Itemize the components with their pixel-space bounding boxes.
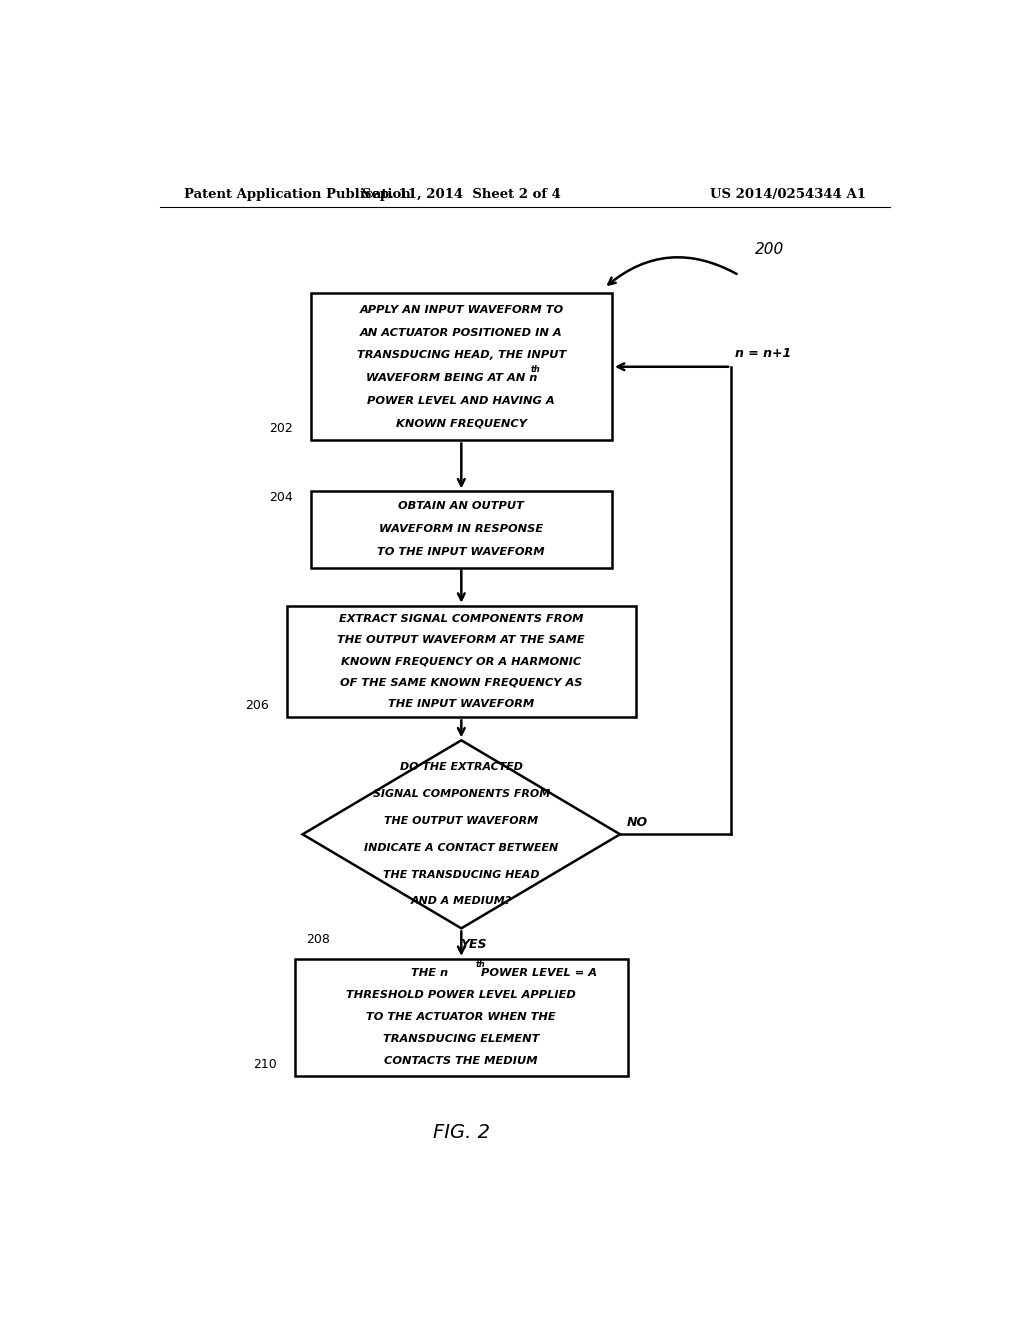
Text: US 2014/0254344 A1: US 2014/0254344 A1: [710, 189, 866, 202]
Text: WAVEFORM BEING AT AN n: WAVEFORM BEING AT AN n: [367, 374, 538, 383]
Text: KNOWN FREQUENCY: KNOWN FREQUENCY: [396, 418, 526, 429]
Text: Sep. 11, 2014  Sheet 2 of 4: Sep. 11, 2014 Sheet 2 of 4: [361, 189, 561, 202]
Text: TO THE INPUT WAVEFORM: TO THE INPUT WAVEFORM: [378, 548, 545, 557]
Text: POWER LEVEL AND HAVING A: POWER LEVEL AND HAVING A: [368, 396, 555, 405]
Bar: [287, 606, 636, 718]
Bar: [295, 958, 628, 1076]
Text: THE INPUT WAVEFORM: THE INPUT WAVEFORM: [388, 698, 535, 709]
Text: th: th: [475, 960, 485, 969]
Text: WAVEFORM IN RESPONSE: WAVEFORM IN RESPONSE: [379, 524, 544, 535]
Text: OF THE SAME KNOWN FREQUENCY AS: OF THE SAME KNOWN FREQUENCY AS: [340, 677, 583, 688]
Text: 206: 206: [246, 700, 269, 713]
Text: AN ACTUATOR POSITIONED IN A: AN ACTUATOR POSITIONED IN A: [360, 327, 562, 338]
Text: 200: 200: [755, 243, 784, 257]
Text: THE n: THE n: [411, 968, 449, 978]
Text: 204: 204: [269, 491, 293, 504]
Text: POWER LEVEL = A: POWER LEVEL = A: [477, 968, 597, 978]
Text: INDICATE A CONTACT BETWEEN: INDICATE A CONTACT BETWEEN: [365, 842, 558, 853]
Text: TRANSDUCING HEAD, THE INPUT: TRANSDUCING HEAD, THE INPUT: [356, 350, 566, 360]
Polygon shape: [303, 741, 620, 928]
Text: 208: 208: [306, 933, 331, 946]
Text: NO: NO: [627, 816, 647, 829]
Text: YES: YES: [460, 939, 486, 952]
Text: 210: 210: [254, 1057, 278, 1071]
Text: n = n+1: n = n+1: [735, 347, 792, 359]
Text: THE TRANSDUCING HEAD: THE TRANSDUCING HEAD: [383, 870, 540, 879]
Text: FIG. 2: FIG. 2: [433, 1122, 489, 1142]
Text: SIGNAL COMPONENTS FROM: SIGNAL COMPONENTS FROM: [373, 789, 550, 799]
Text: th: th: [530, 366, 540, 374]
Text: DO THE EXTRACTED: DO THE EXTRACTED: [400, 762, 522, 772]
Text: OBTAIN AN OUTPUT: OBTAIN AN OUTPUT: [398, 502, 524, 511]
Text: TRANSDUCING ELEMENT: TRANSDUCING ELEMENT: [383, 1035, 540, 1044]
Text: CONTACTS THE MEDIUM: CONTACTS THE MEDIUM: [384, 1056, 539, 1067]
Text: 202: 202: [269, 422, 293, 436]
Bar: [310, 491, 612, 568]
Text: KNOWN FREQUENCY OR A HARMONIC: KNOWN FREQUENCY OR A HARMONIC: [341, 656, 582, 667]
Text: EXTRACT SIGNAL COMPONENTS FROM: EXTRACT SIGNAL COMPONENTS FROM: [339, 614, 584, 624]
Text: Patent Application Publication: Patent Application Publication: [183, 189, 411, 202]
FancyArrowPatch shape: [608, 257, 736, 284]
Text: THE OUTPUT WAVEFORM AT THE SAME: THE OUTPUT WAVEFORM AT THE SAME: [338, 635, 585, 645]
Text: APPLY AN INPUT WAVEFORM TO: APPLY AN INPUT WAVEFORM TO: [359, 305, 563, 315]
Bar: [310, 293, 612, 441]
Text: AND A MEDIUM?: AND A MEDIUM?: [411, 896, 512, 907]
Text: THE OUTPUT WAVEFORM: THE OUTPUT WAVEFORM: [384, 816, 539, 826]
Text: THRESHOLD POWER LEVEL APPLIED: THRESHOLD POWER LEVEL APPLIED: [346, 990, 577, 1001]
Text: TO THE ACTUATOR WHEN THE: TO THE ACTUATOR WHEN THE: [367, 1012, 556, 1022]
